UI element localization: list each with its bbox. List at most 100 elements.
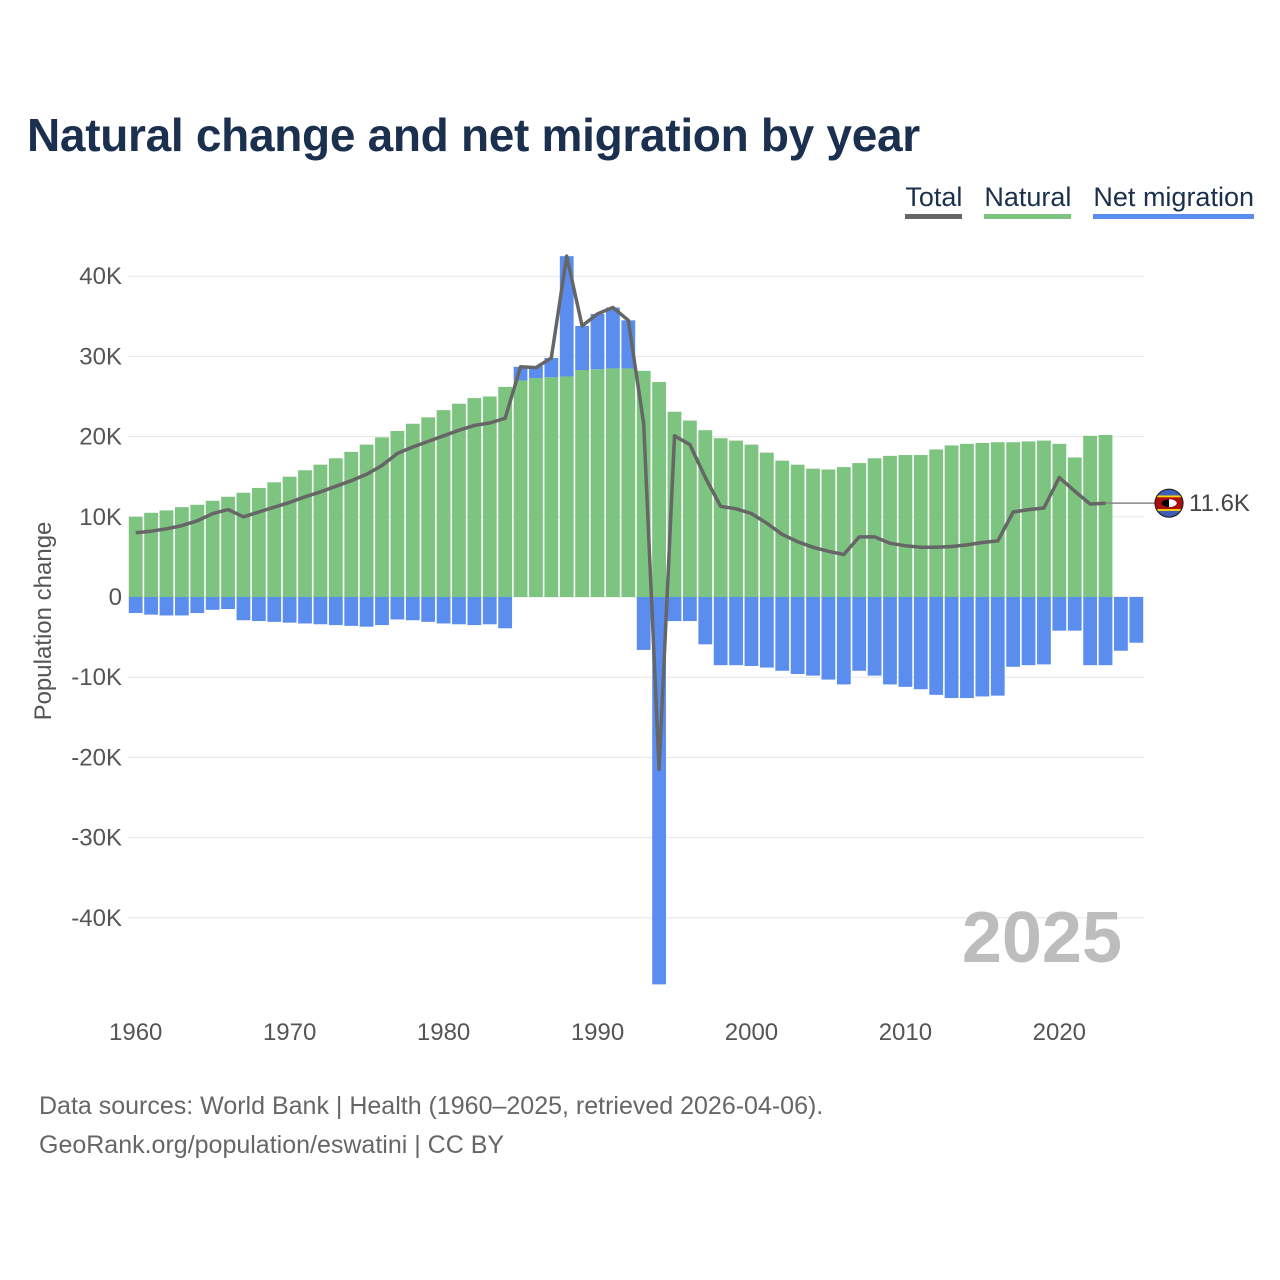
bar-natural[interactable]	[298, 470, 312, 597]
bar-net-migration[interactable]	[944, 597, 959, 699]
bar-natural[interactable]	[944, 445, 959, 597]
legend-net-migration[interactable]: Net migration	[1093, 182, 1254, 219]
bar-net-migration[interactable]	[190, 597, 205, 614]
bar-net-migration[interactable]	[929, 597, 944, 695]
total-line-path[interactable]	[135, 254, 1106, 772]
bar-natural[interactable]	[267, 482, 282, 597]
legend-natural[interactable]: Natural	[984, 182, 1072, 219]
bar-natural[interactable]	[421, 417, 436, 597]
bar-natural[interactable]	[1052, 443, 1067, 597]
bar-net-migration[interactable]	[1021, 597, 1036, 666]
bar-net-migration[interactable]	[544, 358, 559, 378]
bar-net-migration[interactable]	[806, 597, 820, 676]
bar-natural[interactable]	[405, 423, 420, 597]
bar-net-migration[interactable]	[636, 597, 651, 650]
bar-natural[interactable]	[1067, 457, 1082, 597]
bar-natural[interactable]	[990, 442, 1005, 597]
bar-natural[interactable]	[652, 382, 666, 597]
bar-net-migration[interactable]	[852, 597, 867, 671]
bar-natural[interactable]	[744, 444, 759, 597]
bar-natural[interactable]	[221, 496, 235, 597]
bar-natural[interactable]	[282, 476, 297, 597]
bar-natural[interactable]	[867, 458, 882, 597]
bar-natural[interactable]	[929, 449, 944, 597]
bar-natural[interactable]	[621, 368, 636, 597]
bar-natural[interactable]	[713, 438, 728, 597]
bar-net-migration[interactable]	[775, 597, 790, 671]
bar-natural[interactable]	[559, 376, 574, 597]
bar-net-migration[interactable]	[236, 597, 251, 621]
bar-natural[interactable]	[159, 510, 174, 597]
bar-net-migration[interactable]	[898, 597, 913, 687]
bar-net-migration[interactable]	[267, 597, 282, 622]
bar-natural[interactable]	[359, 444, 374, 597]
bar-net-migration[interactable]	[590, 313, 605, 370]
bar-natural[interactable]	[498, 386, 513, 597]
bar-natural[interactable]	[1098, 434, 1113, 597]
bar-net-migration[interactable]	[975, 597, 990, 697]
bar-natural[interactable]	[513, 380, 528, 597]
bar-natural[interactable]	[313, 464, 328, 597]
bar-natural[interactable]	[482, 396, 497, 598]
bar-natural[interactable]	[852, 463, 867, 597]
bar-net-migration[interactable]	[606, 307, 620, 369]
bar-natural[interactable]	[606, 368, 620, 597]
bar-natural[interactable]	[960, 443, 974, 597]
bar-net-migration[interactable]	[328, 597, 343, 626]
bar-net-migration[interactable]	[575, 325, 590, 371]
bar-net-migration[interactable]	[421, 597, 436, 622]
bar-net-migration[interactable]	[682, 597, 697, 622]
bar-natural[interactable]	[344, 451, 359, 597]
bar-net-migration[interactable]	[405, 597, 420, 621]
bar-natural[interactable]	[436, 410, 451, 597]
bar-net-migration[interactable]	[390, 597, 405, 620]
bar-natural[interactable]	[205, 500, 220, 597]
bar-natural[interactable]	[790, 464, 805, 597]
bar-net-migration[interactable]	[482, 597, 497, 625]
bar-net-migration[interactable]	[282, 597, 297, 623]
bar-net-migration[interactable]	[313, 597, 328, 625]
bar-net-migration[interactable]	[836, 597, 851, 685]
bar-net-migration[interactable]	[759, 597, 774, 668]
bar-net-migration[interactable]	[375, 597, 389, 626]
bar-net-migration[interactable]	[698, 597, 713, 645]
bar-natural[interactable]	[1021, 441, 1036, 597]
bar-natural[interactable]	[575, 370, 590, 597]
bar-natural[interactable]	[806, 468, 820, 597]
bar-natural[interactable]	[821, 469, 836, 597]
bar-net-migration[interactable]	[913, 597, 928, 690]
bar-net-migration[interactable]	[498, 597, 513, 629]
bar-natural[interactable]	[836, 467, 851, 597]
bar-natural[interactable]	[975, 443, 990, 597]
bar-net-migration[interactable]	[1037, 597, 1051, 665]
bar-natural[interactable]	[452, 403, 466, 597]
bar-net-migration[interactable]	[452, 597, 466, 625]
bar-net-migration[interactable]	[436, 597, 451, 624]
bar-net-migration[interactable]	[159, 597, 174, 616]
bar-net-migration[interactable]	[344, 597, 359, 626]
bar-net-migration[interactable]	[174, 597, 189, 616]
bar-natural[interactable]	[667, 411, 682, 597]
bar-natural[interactable]	[590, 369, 605, 597]
bar-net-migration[interactable]	[883, 597, 897, 685]
bar-net-migration[interactable]	[1129, 597, 1144, 643]
bar-natural[interactable]	[913, 455, 928, 597]
bar-net-migration[interactable]	[713, 597, 728, 666]
bar-natural[interactable]	[144, 512, 158, 597]
bar-net-migration[interactable]	[790, 597, 805, 674]
bar-natural[interactable]	[544, 377, 559, 597]
bar-natural[interactable]	[1037, 440, 1051, 597]
bar-net-migration[interactable]	[251, 597, 266, 622]
bar-net-migration[interactable]	[1052, 597, 1067, 631]
bar-natural[interactable]	[698, 430, 713, 597]
bar-net-migration[interactable]	[1067, 597, 1082, 631]
bar-natural[interactable]	[390, 430, 405, 597]
bar-natural[interactable]	[1006, 442, 1021, 597]
legend-total[interactable]: Total	[905, 182, 963, 219]
bar-net-migration[interactable]	[729, 597, 743, 666]
bar-natural[interactable]	[251, 487, 266, 597]
bar-net-migration[interactable]	[1083, 597, 1098, 666]
bar-net-migration[interactable]	[128, 597, 143, 614]
bar-natural[interactable]	[682, 420, 697, 597]
bar-net-migration[interactable]	[1006, 597, 1021, 667]
